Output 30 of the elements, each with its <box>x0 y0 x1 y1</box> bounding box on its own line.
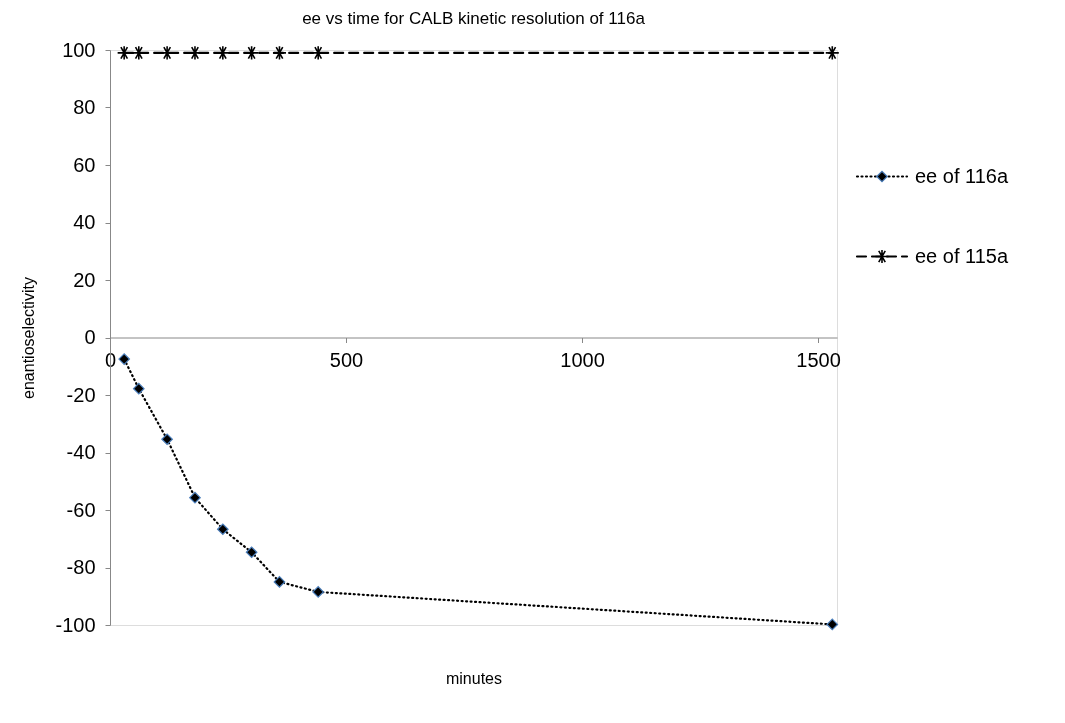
y-tick-label: -100 <box>55 613 96 636</box>
point <box>312 586 325 598</box>
y-tick-label: 60 <box>73 153 96 176</box>
x-tick-label: 1000 <box>560 349 605 371</box>
point <box>132 382 145 395</box>
point <box>245 546 258 559</box>
point <box>216 523 229 536</box>
point <box>272 45 287 61</box>
legend-label: ee of 116a <box>915 164 1009 187</box>
x-tick-label: 1500 <box>796 349 841 371</box>
point <box>189 491 201 504</box>
y-axis-title: enantioselectivity <box>20 277 38 399</box>
point <box>826 618 839 631</box>
point <box>824 45 840 61</box>
point <box>118 353 131 365</box>
y-tick-label: 40 <box>73 211 96 233</box>
legend-label: ee of 115a <box>915 244 1009 267</box>
x-tick-label: 500 <box>329 349 364 371</box>
chart-title: ee vs time for CALB kinetic resolution of 116a <box>302 9 646 28</box>
y-tick-label: 80 <box>73 96 96 118</box>
y-tick-label: -20 <box>66 383 96 406</box>
y-tick-label: -60 <box>66 498 96 521</box>
point <box>161 433 173 446</box>
x-axis-title: minutes <box>445 669 503 687</box>
y-tick-label: -80 <box>66 556 96 578</box>
y-tick-label: 20 <box>73 268 96 291</box>
y-tick-label: -40 <box>66 441 96 463</box>
y-tick-label: 100 <box>62 38 96 61</box>
point <box>273 576 286 588</box>
y-tick-label: 0 <box>84 326 96 348</box>
